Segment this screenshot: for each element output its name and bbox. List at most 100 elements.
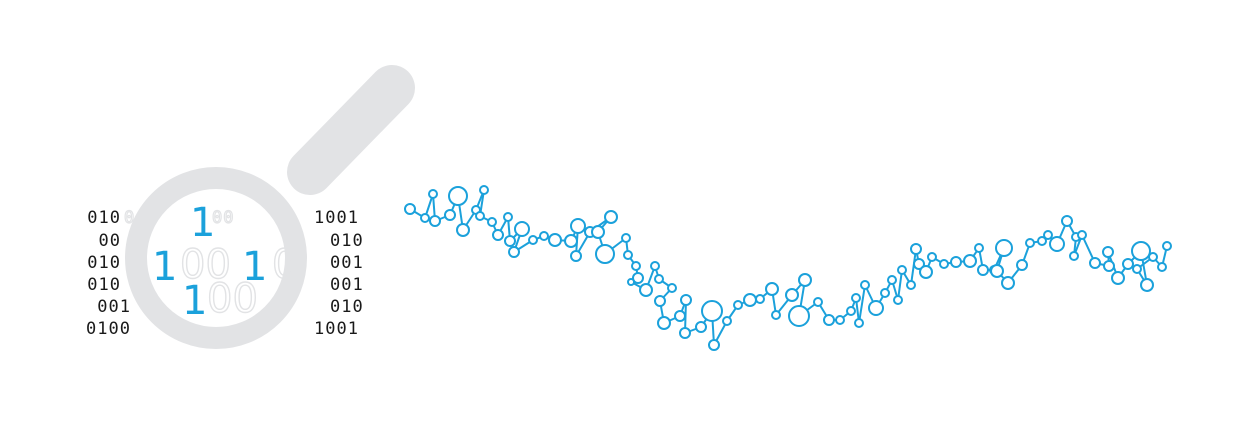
- molecule-bond: [858, 284, 866, 324]
- molecule-atom: [632, 272, 644, 284]
- molecule-atom: [1061, 215, 1073, 227]
- molecule-atom: [927, 252, 937, 262]
- svg-text:00: 00: [180, 242, 231, 288]
- molecule-atom: [893, 295, 903, 305]
- lens-highlight-digit: 1: [190, 200, 215, 246]
- molecule-atom: [456, 223, 470, 237]
- molecule-atom: [1025, 238, 1035, 248]
- molecule-atom: [733, 300, 743, 310]
- molecule-atom: [654, 274, 664, 284]
- molecule-bond: [910, 248, 917, 286]
- molecule-atom: [667, 283, 677, 293]
- molecule-bond: [897, 269, 903, 301]
- molecule-atom: [528, 235, 538, 245]
- molecule-atom: [1132, 264, 1142, 274]
- molecule-atom: [420, 213, 430, 223]
- binary-left-row: 001: [97, 297, 131, 317]
- molecule-atom: [627, 278, 635, 286]
- molecule-atom: [448, 186, 468, 206]
- molecule-atom: [722, 316, 732, 326]
- molecule-atom: [1016, 259, 1028, 271]
- molecule-atom: [1157, 262, 1167, 272]
- molecule-atom: [995, 239, 1013, 257]
- molecule-atom: [591, 225, 605, 239]
- molecule-atom: [604, 210, 618, 224]
- molecule-atom: [1140, 278, 1154, 292]
- molecule-atom: [835, 315, 845, 325]
- molecule-atom: [708, 339, 720, 351]
- molecule-atom: [813, 297, 823, 307]
- molecule-atom: [1077, 230, 1087, 240]
- magnifying-glass-icon: [125, 65, 415, 349]
- molecule-atom: [860, 280, 870, 290]
- molecule-atom: [444, 209, 456, 221]
- molecule-atom: [639, 283, 653, 297]
- molecule-atom: [785, 288, 799, 302]
- molecule-atom: [1089, 257, 1101, 269]
- molecule-atom: [913, 258, 925, 270]
- molecule-chain-icon: [404, 185, 1172, 351]
- molecule-atom: [939, 259, 949, 269]
- molecule-atom: [504, 235, 516, 247]
- molecule-atom: [428, 189, 438, 199]
- molecule-atom: [868, 300, 884, 316]
- binary-left-row: 00: [99, 231, 121, 251]
- svg-text:00: 00: [212, 208, 234, 228]
- binary-right-row: 001: [330, 275, 364, 295]
- molecule-atom: [595, 244, 615, 264]
- molecule-atom: [570, 218, 586, 234]
- molecule-atom: [1111, 271, 1125, 285]
- molecule-atom: [743, 293, 757, 307]
- molecule-atom: [919, 265, 933, 279]
- molecule-atom: [1103, 260, 1115, 272]
- molecule-atom: [771, 310, 781, 320]
- molecule-atom: [854, 318, 864, 328]
- molecule-atom: [475, 211, 485, 221]
- molecule-atom: [1122, 258, 1134, 270]
- molecule-atom: [548, 233, 562, 247]
- molecule-atom: [623, 250, 633, 260]
- binary-left-row: 0100: [86, 319, 131, 339]
- molecule-atom: [851, 293, 861, 303]
- molecule-atom: [487, 217, 497, 227]
- molecule-atom: [631, 261, 641, 271]
- molecule-atom: [906, 280, 916, 290]
- svg-text:0: 0: [272, 242, 297, 288]
- molecule-atom: [1069, 251, 1079, 261]
- binary-left-row: 010: [87, 208, 121, 228]
- lens-highlight-digit: 1: [182, 278, 207, 324]
- molecule-atom: [823, 314, 835, 326]
- molecule-atom: [1049, 236, 1065, 252]
- molecule-atom: [404, 203, 416, 215]
- molecule-atom: [1131, 241, 1151, 261]
- molecule-atom: [503, 212, 513, 222]
- molecule-atom: [429, 215, 441, 227]
- binary-right-row: 010: [330, 297, 364, 317]
- molecule-atom: [674, 310, 686, 322]
- molecule-atom: [650, 261, 660, 271]
- molecule-atom: [1001, 276, 1015, 290]
- lens-highlight-digit: 1: [152, 244, 177, 290]
- binary-left-column: 010 00 010 010 001 0100: [86, 208, 131, 339]
- molecule-atom: [1037, 236, 1047, 246]
- molecule-atom: [695, 321, 707, 333]
- molecule-atom: [887, 275, 897, 285]
- binary-left-row: 010: [87, 253, 121, 273]
- molecule-atom: [570, 250, 582, 262]
- molecule-atom: [1102, 246, 1114, 258]
- molecule-atom: [788, 305, 810, 327]
- binary-right-row: 001: [330, 253, 364, 273]
- molecule-atom: [990, 264, 1004, 278]
- molecule-atom: [1043, 230, 1053, 240]
- binary-right-row: 010: [330, 231, 364, 251]
- molecule-atom: [1162, 241, 1172, 251]
- binary-left-row: 010: [87, 275, 121, 295]
- molecule-atom: [514, 221, 530, 237]
- molecule-atom: [798, 273, 812, 287]
- binary-right-column: 1001 010 001 001 010 1001: [314, 208, 364, 339]
- molecule-atom: [963, 254, 977, 268]
- molecule-atom: [846, 306, 856, 316]
- svg-text:0: 0: [124, 208, 135, 228]
- molecule-atom: [539, 231, 549, 241]
